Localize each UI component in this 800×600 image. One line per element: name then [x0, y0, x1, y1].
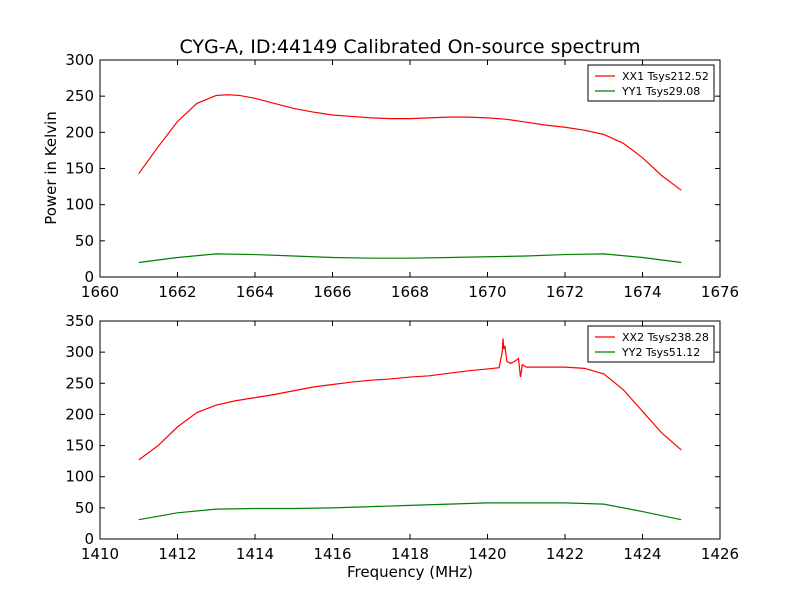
bottom-x-axis-label: Frequency (MHz): [347, 563, 473, 581]
top-x-tick-label: 1666: [313, 283, 351, 301]
bottom-series-line-2: [138, 502, 682, 521]
bottom-x-tick-label: 1420: [468, 545, 506, 563]
top-legend: XX1 Tsys212.52 YY1 Tsys29.08: [587, 64, 715, 102]
bottom-legend-label-1: XX2 Tsys238.28: [622, 331, 709, 344]
bottom-tick-layer: 1410 1412 1414 1416 1418 1420 1422 1424 1426 0 50 1…: [65, 312, 739, 563]
bottom-x-tick-label: 1410: [81, 545, 119, 563]
top-x-tick-label: 1676: [701, 283, 739, 301]
top-x-tick-label: 1662: [158, 283, 196, 301]
top-y-tick-label: 150: [65, 160, 94, 178]
bottom-x-tick-label: 1424: [623, 545, 661, 563]
bottom-y-tick-label: 200: [65, 405, 94, 423]
top-legend-box: [587, 64, 715, 102]
top-tick-layer: 1660 1662 1664 1666 1668 1670 1672 1674 1676 0 50 1…: [65, 51, 739, 301]
bottom-x-tick-label: 1418: [391, 545, 429, 563]
bottom-legend-box: [587, 325, 715, 363]
top-series-line-2: [138, 253, 682, 264]
top-panel: 1660 1662 1664 1666 1668 1670 1672 1674 1676 0 50 1…: [42, 51, 739, 301]
bottom-y-tick-label: 50: [75, 499, 94, 517]
top-x-tick-label: 1660: [81, 283, 119, 301]
top-x-tick-label: 1670: [468, 283, 506, 301]
top-y-tick-label: 200: [65, 123, 94, 141]
bottom-y-tick-label: 300: [65, 343, 94, 361]
top-y-tick-label: 0: [84, 268, 94, 286]
bottom-legend-label-2: YY2 Tsys51.12: [621, 346, 700, 359]
top-y-tick-label: 100: [65, 196, 94, 214]
top-series-layer: [138, 94, 682, 264]
bottom-y-tick-label: 350: [65, 312, 94, 330]
top-y-axis-label: Power in Kelvin: [42, 111, 60, 225]
top-x-tick-label: 1668: [391, 283, 429, 301]
bottom-x-tick-label: 1416: [313, 545, 351, 563]
bottom-x-tick-label: 1414: [236, 545, 274, 563]
top-x-tick-label: 1672: [546, 283, 584, 301]
bottom-x-tick-label: 1426: [701, 545, 739, 563]
bottom-legend: XX2 Tsys238.28 YY2 Tsys51.12: [587, 325, 715, 363]
top-y-tick-label: 250: [65, 87, 94, 105]
bottom-y-tick-label: 100: [65, 468, 94, 486]
bottom-series-layer: [138, 338, 682, 521]
bottom-series-line-1: [138, 338, 682, 461]
top-legend-label-1: XX1 Tsys212.52: [622, 70, 709, 83]
bottom-y-tick-label: 250: [65, 374, 94, 392]
figure-title: CYG-A, ID:44149 Calibrated On-source spe…: [179, 36, 640, 58]
bottom-y-tick-label: 150: [65, 437, 94, 455]
top-y-tick-label: 300: [65, 51, 94, 69]
top-y-tick-label: 50: [75, 232, 94, 250]
top-x-tick-label: 1664: [236, 283, 274, 301]
bottom-panel: 1410 1412 1414 1416 1418 1420 1422 1424 1426 0 50 1…: [65, 312, 739, 581]
bottom-x-tick-label: 1422: [546, 545, 584, 563]
top-x-tick-label: 1674: [623, 283, 661, 301]
top-legend-label-2: YY1 Tsys29.08: [621, 85, 700, 98]
bottom-y-tick-label: 0: [84, 530, 94, 548]
top-series-line-1: [138, 94, 682, 191]
bottom-x-tick-label: 1412: [158, 545, 196, 563]
